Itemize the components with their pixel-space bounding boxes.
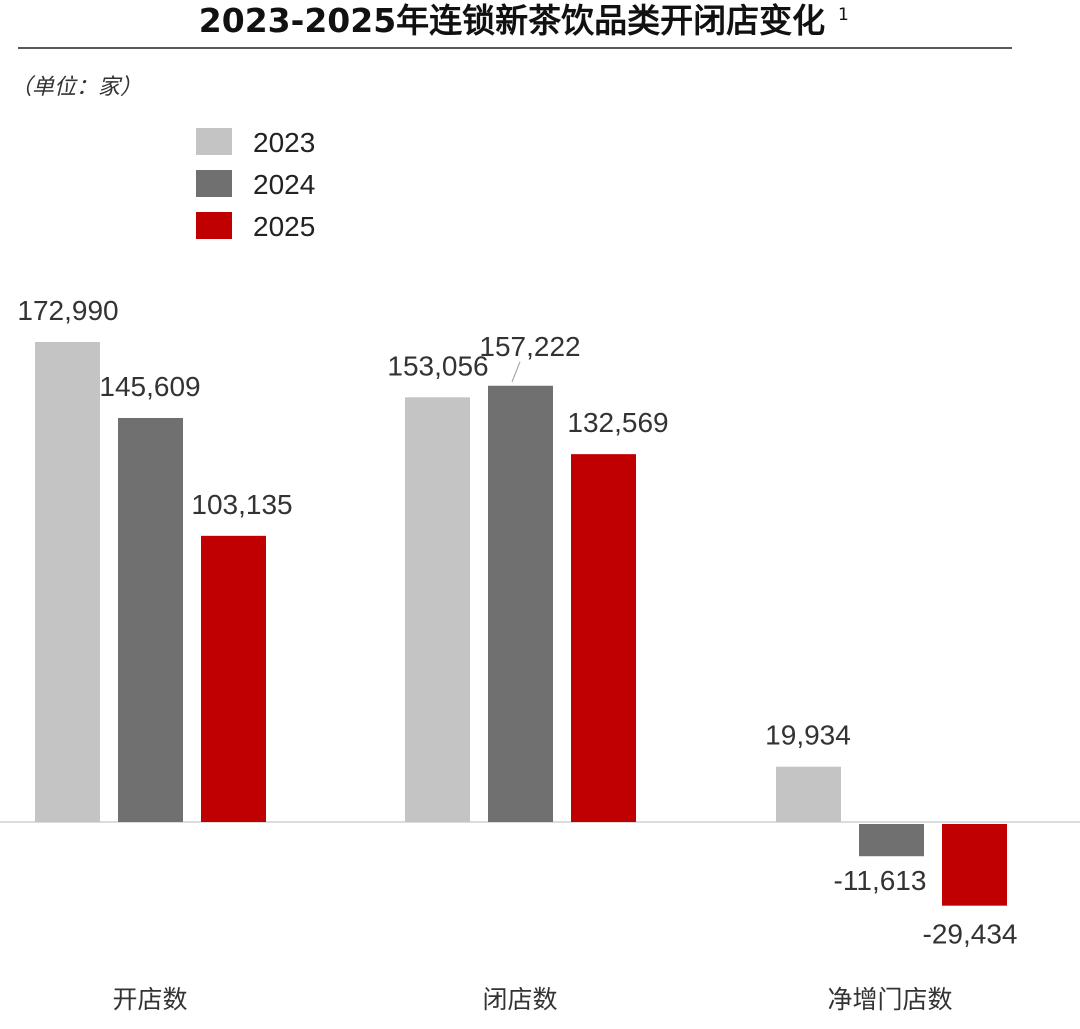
legend-label-2025: 2025 [253,211,315,242]
legend-swatch-2024 [196,170,232,197]
chart-header: 2023-2025年连锁新茶饮品类开闭店变化 1 （单位：家） [10,1,1012,100]
value-label-闭店数-2023: 153,056 [387,350,488,381]
legend-swatch-2023 [196,128,232,155]
legend: 2023 2024 2025 [196,127,315,242]
category-label-1: 闭店数 [482,985,557,1014]
value-label-开店数-2025: 103,135 [191,489,292,520]
value-label-净增门店数-2025: -29,434 [923,919,1018,950]
bar-净增门店数-2025 [942,824,1007,906]
category-label-2: 净增门店数 [827,985,952,1014]
value-label-开店数-2024: 145,609 [99,371,200,402]
chart-title: 2023-2025年连锁新茶饮品类开闭店变化 [199,1,825,40]
value-label-净增门店数-2024: -11,613 [834,865,927,896]
unit-label: （单位：家） [10,75,142,100]
bar-开店数-2025 [201,535,266,822]
leader-line-157222 [511,361,521,382]
bar-闭店数-2023 [405,397,470,822]
value-label-开店数-2023: 172,990 [17,295,118,326]
legend-label-2024: 2024 [253,169,315,200]
bar-开店数-2023 [35,342,100,822]
bar-闭店数-2024 [488,385,553,822]
bar-净增门店数-2023 [776,766,841,822]
legend-swatch-2025 [196,212,232,239]
bar-开店数-2024 [118,417,183,822]
chart-title-superscript: 1 [838,5,849,25]
category-label-0: 开店数 [112,985,187,1014]
value-label-闭店数-2024: 157,222 [479,331,580,362]
bar-闭店数-2025 [571,454,636,822]
legend-label-2023: 2023 [253,127,315,158]
bar-净增门店数-2024 [859,824,924,857]
value-label-净增门店数-2023: 19,934 [765,720,851,751]
value-label-闭店数-2025: 132,569 [567,407,668,438]
